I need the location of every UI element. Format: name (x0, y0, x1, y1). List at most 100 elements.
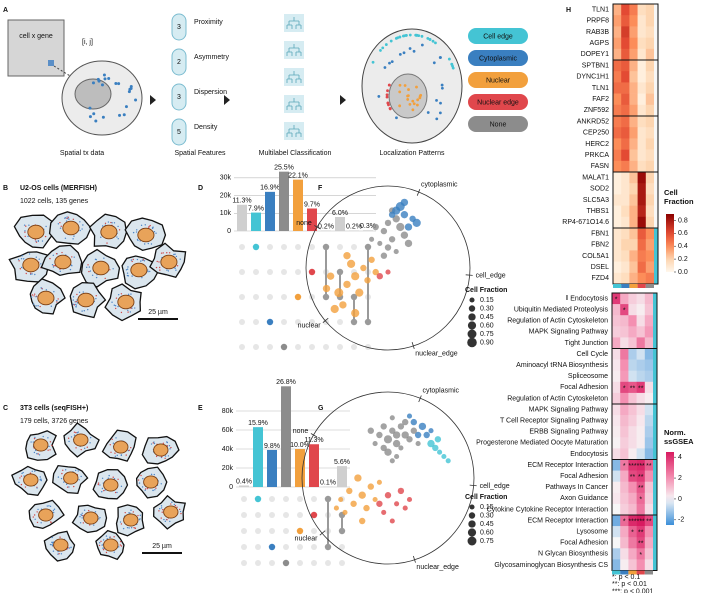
heat-cell (637, 261, 647, 274)
row-label: SOD2 (590, 186, 609, 193)
transcript-dot (153, 473, 155, 476)
transcript-dot (67, 437, 70, 439)
bar-label: 11.3% (232, 198, 251, 205)
transcript-dot (19, 268, 22, 270)
matrix-dot (283, 496, 289, 502)
transcript-dot (89, 442, 91, 444)
transcript-dot (68, 218, 70, 220)
size-legend-label: 0.75 (480, 538, 494, 545)
matrix-dot (295, 244, 301, 250)
bar-label: 7.9% (248, 205, 264, 212)
colorbar-label: 0.4 (678, 243, 688, 250)
transcript-dot (36, 487, 38, 489)
heat-cell (621, 127, 630, 139)
axis-tick (411, 342, 415, 349)
nucleus (27, 224, 45, 240)
heat-cell (637, 127, 647, 139)
heat-cell (629, 104, 638, 117)
transcript-dot (72, 296, 75, 298)
bar (309, 444, 319, 487)
transcript-dot (175, 255, 178, 258)
caption: Localization Patterns (380, 150, 445, 157)
transcript-dot (39, 476, 41, 478)
heat-cell (637, 93, 647, 106)
transcript-dot (103, 77, 107, 81)
transcript-dot (62, 469, 64, 471)
heat-cell (637, 239, 647, 251)
transcript-dot (136, 229, 138, 231)
heat-cell (612, 470, 621, 482)
transcript-dot (122, 113, 126, 117)
heat-cell (644, 526, 654, 538)
transcript-dot (20, 258, 23, 260)
heat-cell (636, 492, 646, 505)
transcript-dot (99, 542, 101, 544)
transcript-dot (124, 511, 126, 514)
matrix-dot (339, 560, 345, 566)
heat-cell (629, 183, 638, 195)
feature-pill (171, 83, 187, 111)
transcript-dot (80, 448, 82, 451)
transcript-dot (52, 541, 55, 543)
heat-cell (620, 359, 629, 371)
transcript-dot (97, 482, 100, 484)
transcript-dot (126, 526, 129, 529)
point (355, 288, 364, 297)
classifier-icon (284, 68, 304, 86)
transcript-dot (56, 299, 58, 302)
row-label: Cytokine Cytokine Receptor Interaction (487, 506, 608, 513)
heat-cell (629, 149, 638, 162)
heat-cell (644, 481, 654, 494)
heat-cell (637, 82, 647, 94)
transcript-dot (50, 305, 53, 307)
transcript-dot (132, 231, 135, 234)
matrix-dot (351, 344, 357, 350)
transcript-dot (101, 115, 105, 119)
nucleus (23, 473, 39, 487)
transcript-dot (34, 518, 36, 521)
transcript-dot (179, 510, 182, 513)
transcript-dot (161, 511, 163, 513)
heat-cell (644, 537, 654, 549)
transcript-dot (80, 475, 82, 478)
bar-label: 25.5% (274, 165, 294, 172)
transcript-dot (136, 238, 139, 241)
feature-name: Dispersion (194, 89, 227, 96)
transcript-dot (24, 486, 27, 488)
transcript-dot (175, 269, 177, 271)
matrix-member (310, 511, 318, 519)
significance-star: * (623, 308, 626, 315)
transcript-dot (21, 255, 24, 257)
pattern-pill (468, 28, 528, 44)
point (380, 423, 387, 430)
colorbar-title: Cell Fraction (664, 188, 694, 206)
point (412, 218, 421, 227)
point (414, 431, 422, 439)
row-label: ANKRD52 (577, 118, 609, 125)
group-strip (653, 404, 657, 460)
transcript-dot (101, 491, 103, 493)
transcript-dot (162, 508, 164, 511)
heat-cell (644, 459, 654, 471)
heat-cell (621, 138, 630, 150)
heat-cell (636, 293, 646, 305)
pattern-label: Nuclear (486, 77, 511, 84)
transcript-dot (77, 431, 79, 433)
panel-subtitle: 1022 cells, 135 genes (20, 198, 89, 205)
matrix-member (350, 318, 358, 326)
point (343, 280, 351, 289)
heat-cell (637, 149, 647, 162)
transcript-dot (99, 517, 101, 519)
heat-cell (629, 71, 638, 83)
heat-cell (636, 448, 646, 460)
transcript-dot (128, 449, 130, 451)
matrix-dot (253, 294, 259, 300)
group-strip (653, 348, 657, 404)
size-legend-mark (468, 512, 476, 519)
colorbar-label: 4 (678, 454, 682, 461)
transcript-dot (127, 309, 129, 312)
matrix-dot (325, 560, 331, 566)
heat-cell (612, 437, 621, 449)
heat-cell (645, 261, 655, 274)
